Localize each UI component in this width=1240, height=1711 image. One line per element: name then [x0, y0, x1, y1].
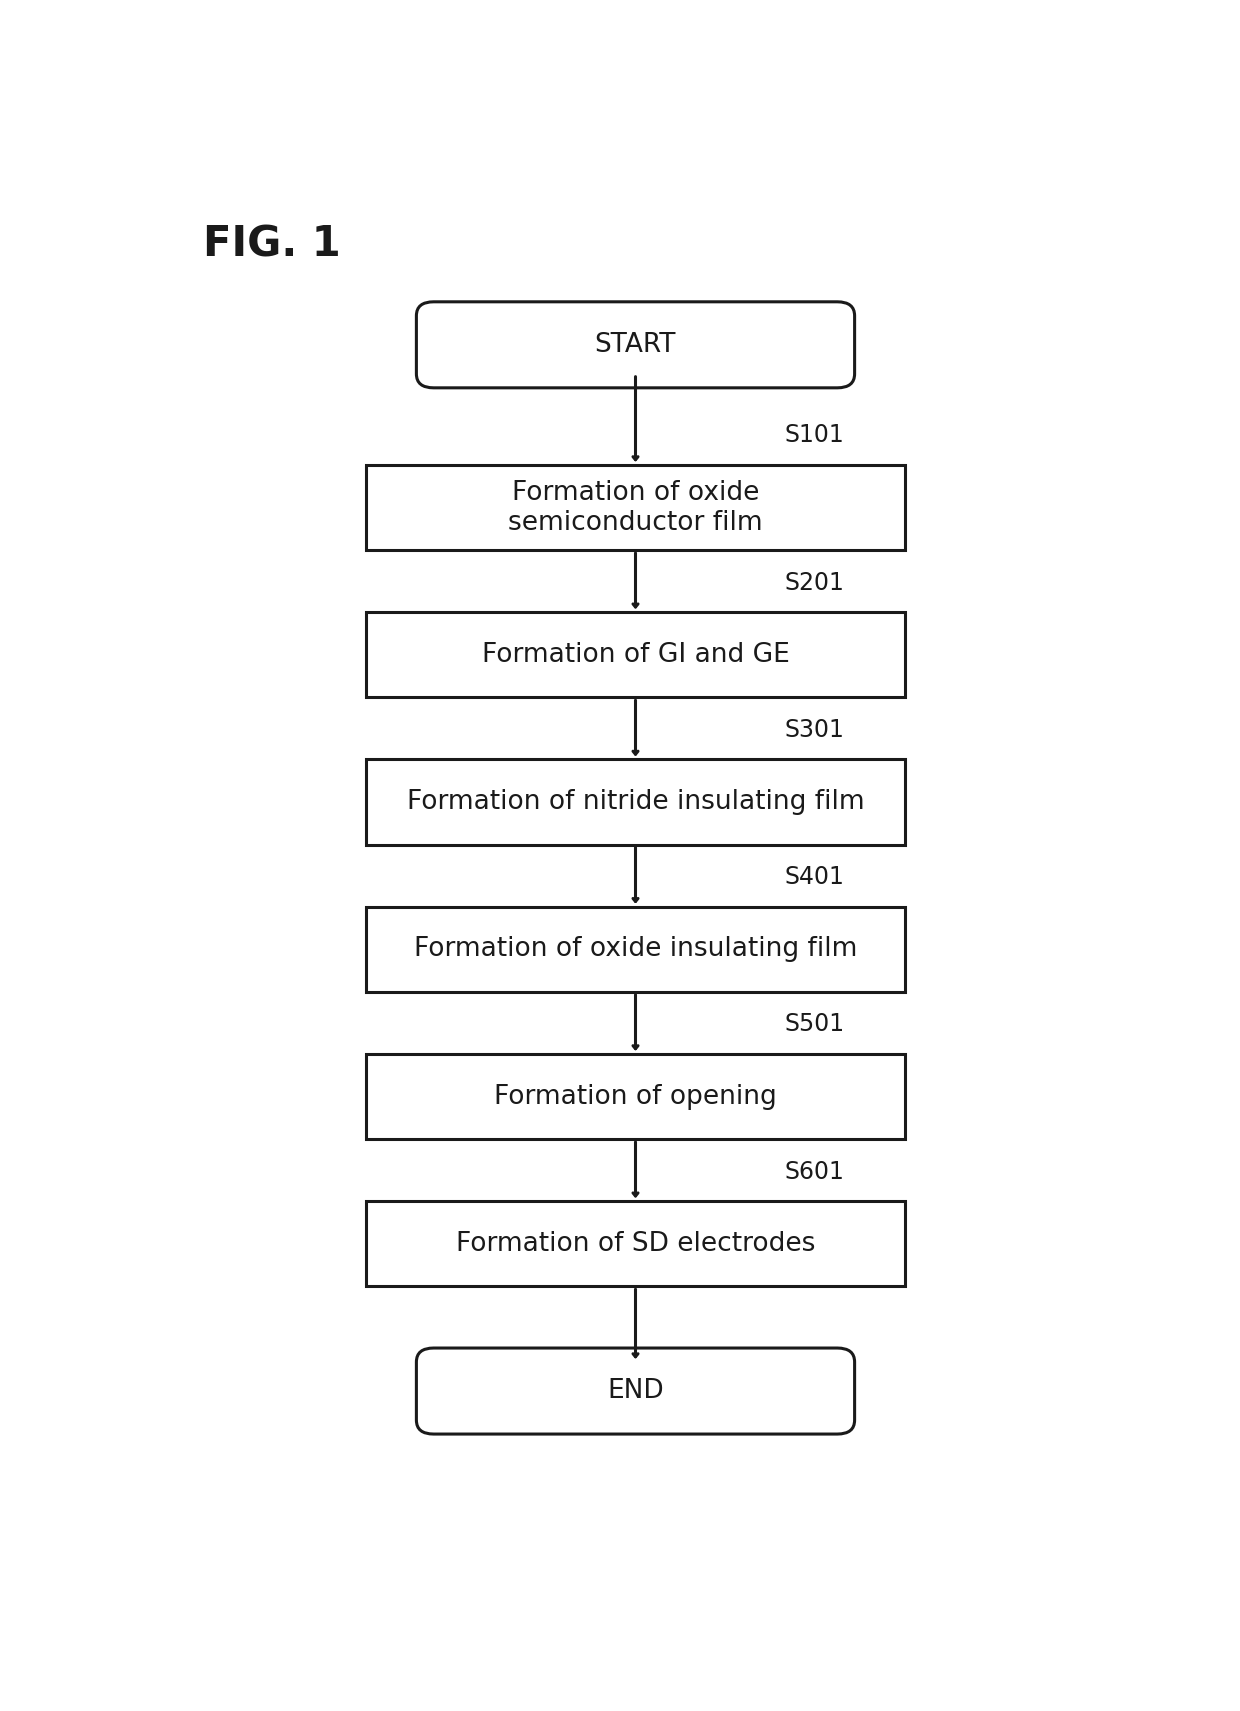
Text: Formation of oxide insulating film: Formation of oxide insulating film — [414, 936, 857, 962]
Text: S101: S101 — [785, 424, 844, 448]
Text: Formation of GI and GE: Formation of GI and GE — [481, 642, 790, 667]
Bar — [367, 613, 905, 698]
Text: END: END — [608, 1377, 663, 1405]
Bar — [367, 465, 905, 551]
Text: S601: S601 — [785, 1160, 844, 1184]
Bar — [367, 1054, 905, 1140]
Text: Formation of opening: Formation of opening — [494, 1083, 777, 1109]
Text: START: START — [595, 332, 676, 358]
Bar — [367, 1201, 905, 1287]
Text: Formation of SD electrodes: Formation of SD electrodes — [456, 1230, 815, 1258]
Text: Formation of oxide
semiconductor film: Formation of oxide semiconductor film — [508, 479, 763, 536]
Text: Formation of nitride insulating film: Formation of nitride insulating film — [407, 789, 864, 814]
Bar — [367, 760, 905, 845]
Text: S301: S301 — [785, 719, 844, 743]
Bar — [367, 907, 905, 992]
FancyBboxPatch shape — [417, 301, 854, 388]
Text: S201: S201 — [785, 571, 844, 595]
FancyBboxPatch shape — [417, 1348, 854, 1434]
Text: S401: S401 — [785, 866, 844, 890]
Text: S501: S501 — [785, 1013, 844, 1037]
Text: FIG. 1: FIG. 1 — [203, 222, 341, 265]
